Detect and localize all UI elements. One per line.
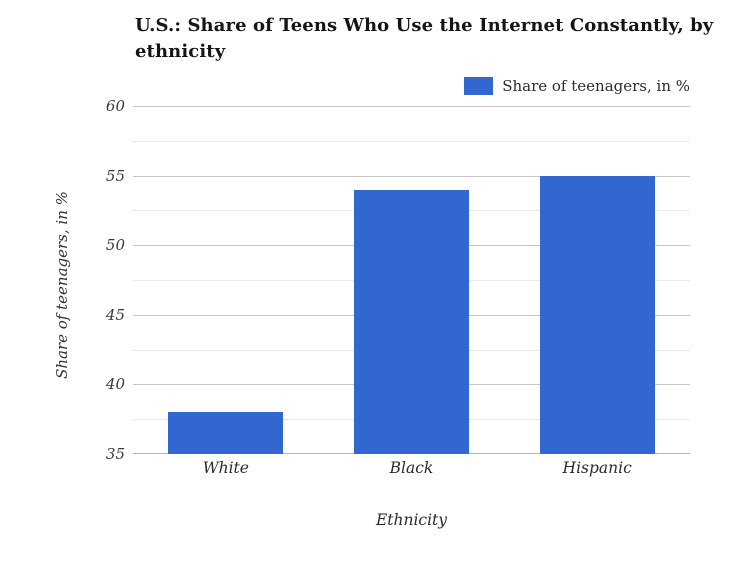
y-tick-label-60: 60 — [105, 97, 125, 115]
plot-area — [133, 106, 690, 454]
x-tick-label-black: Black — [389, 459, 434, 477]
minor-gridline-57.5 — [133, 140, 690, 142]
x-tick-label-white: White — [202, 459, 249, 477]
chart-title: U.S.: Share of Teens Who Use the Interne… — [135, 15, 714, 62]
y-tick-label-55: 55 — [105, 166, 125, 185]
gridline-60 — [133, 106, 690, 107]
legend: Share of teenagers, in % — [464, 77, 690, 95]
gridline-55 — [133, 175, 690, 177]
y-tick-label-45: 45 — [105, 305, 125, 324]
legend-label: Share of teenagers, in % — [502, 77, 690, 95]
y-tick-label-50: 50 — [105, 236, 125, 255]
y-tick-label-40: 40 — [105, 375, 125, 394]
bar-hispanic[interactable] — [539, 175, 655, 454]
y-tick-label-35: 35 — [105, 445, 125, 463]
bar-black[interactable] — [354, 189, 469, 454]
y-axis-ticks: 35 40 45 50 55 60 — [0, 97, 125, 463]
bar-white[interactable] — [168, 412, 284, 454]
x-axis-labels: White Black Hispanic — [133, 459, 690, 481]
x-axis-title: Ethnicity — [375, 511, 448, 529]
legend-swatch-icon — [464, 77, 494, 95]
x-tick-label-hispanic: Hispanic — [562, 459, 632, 477]
